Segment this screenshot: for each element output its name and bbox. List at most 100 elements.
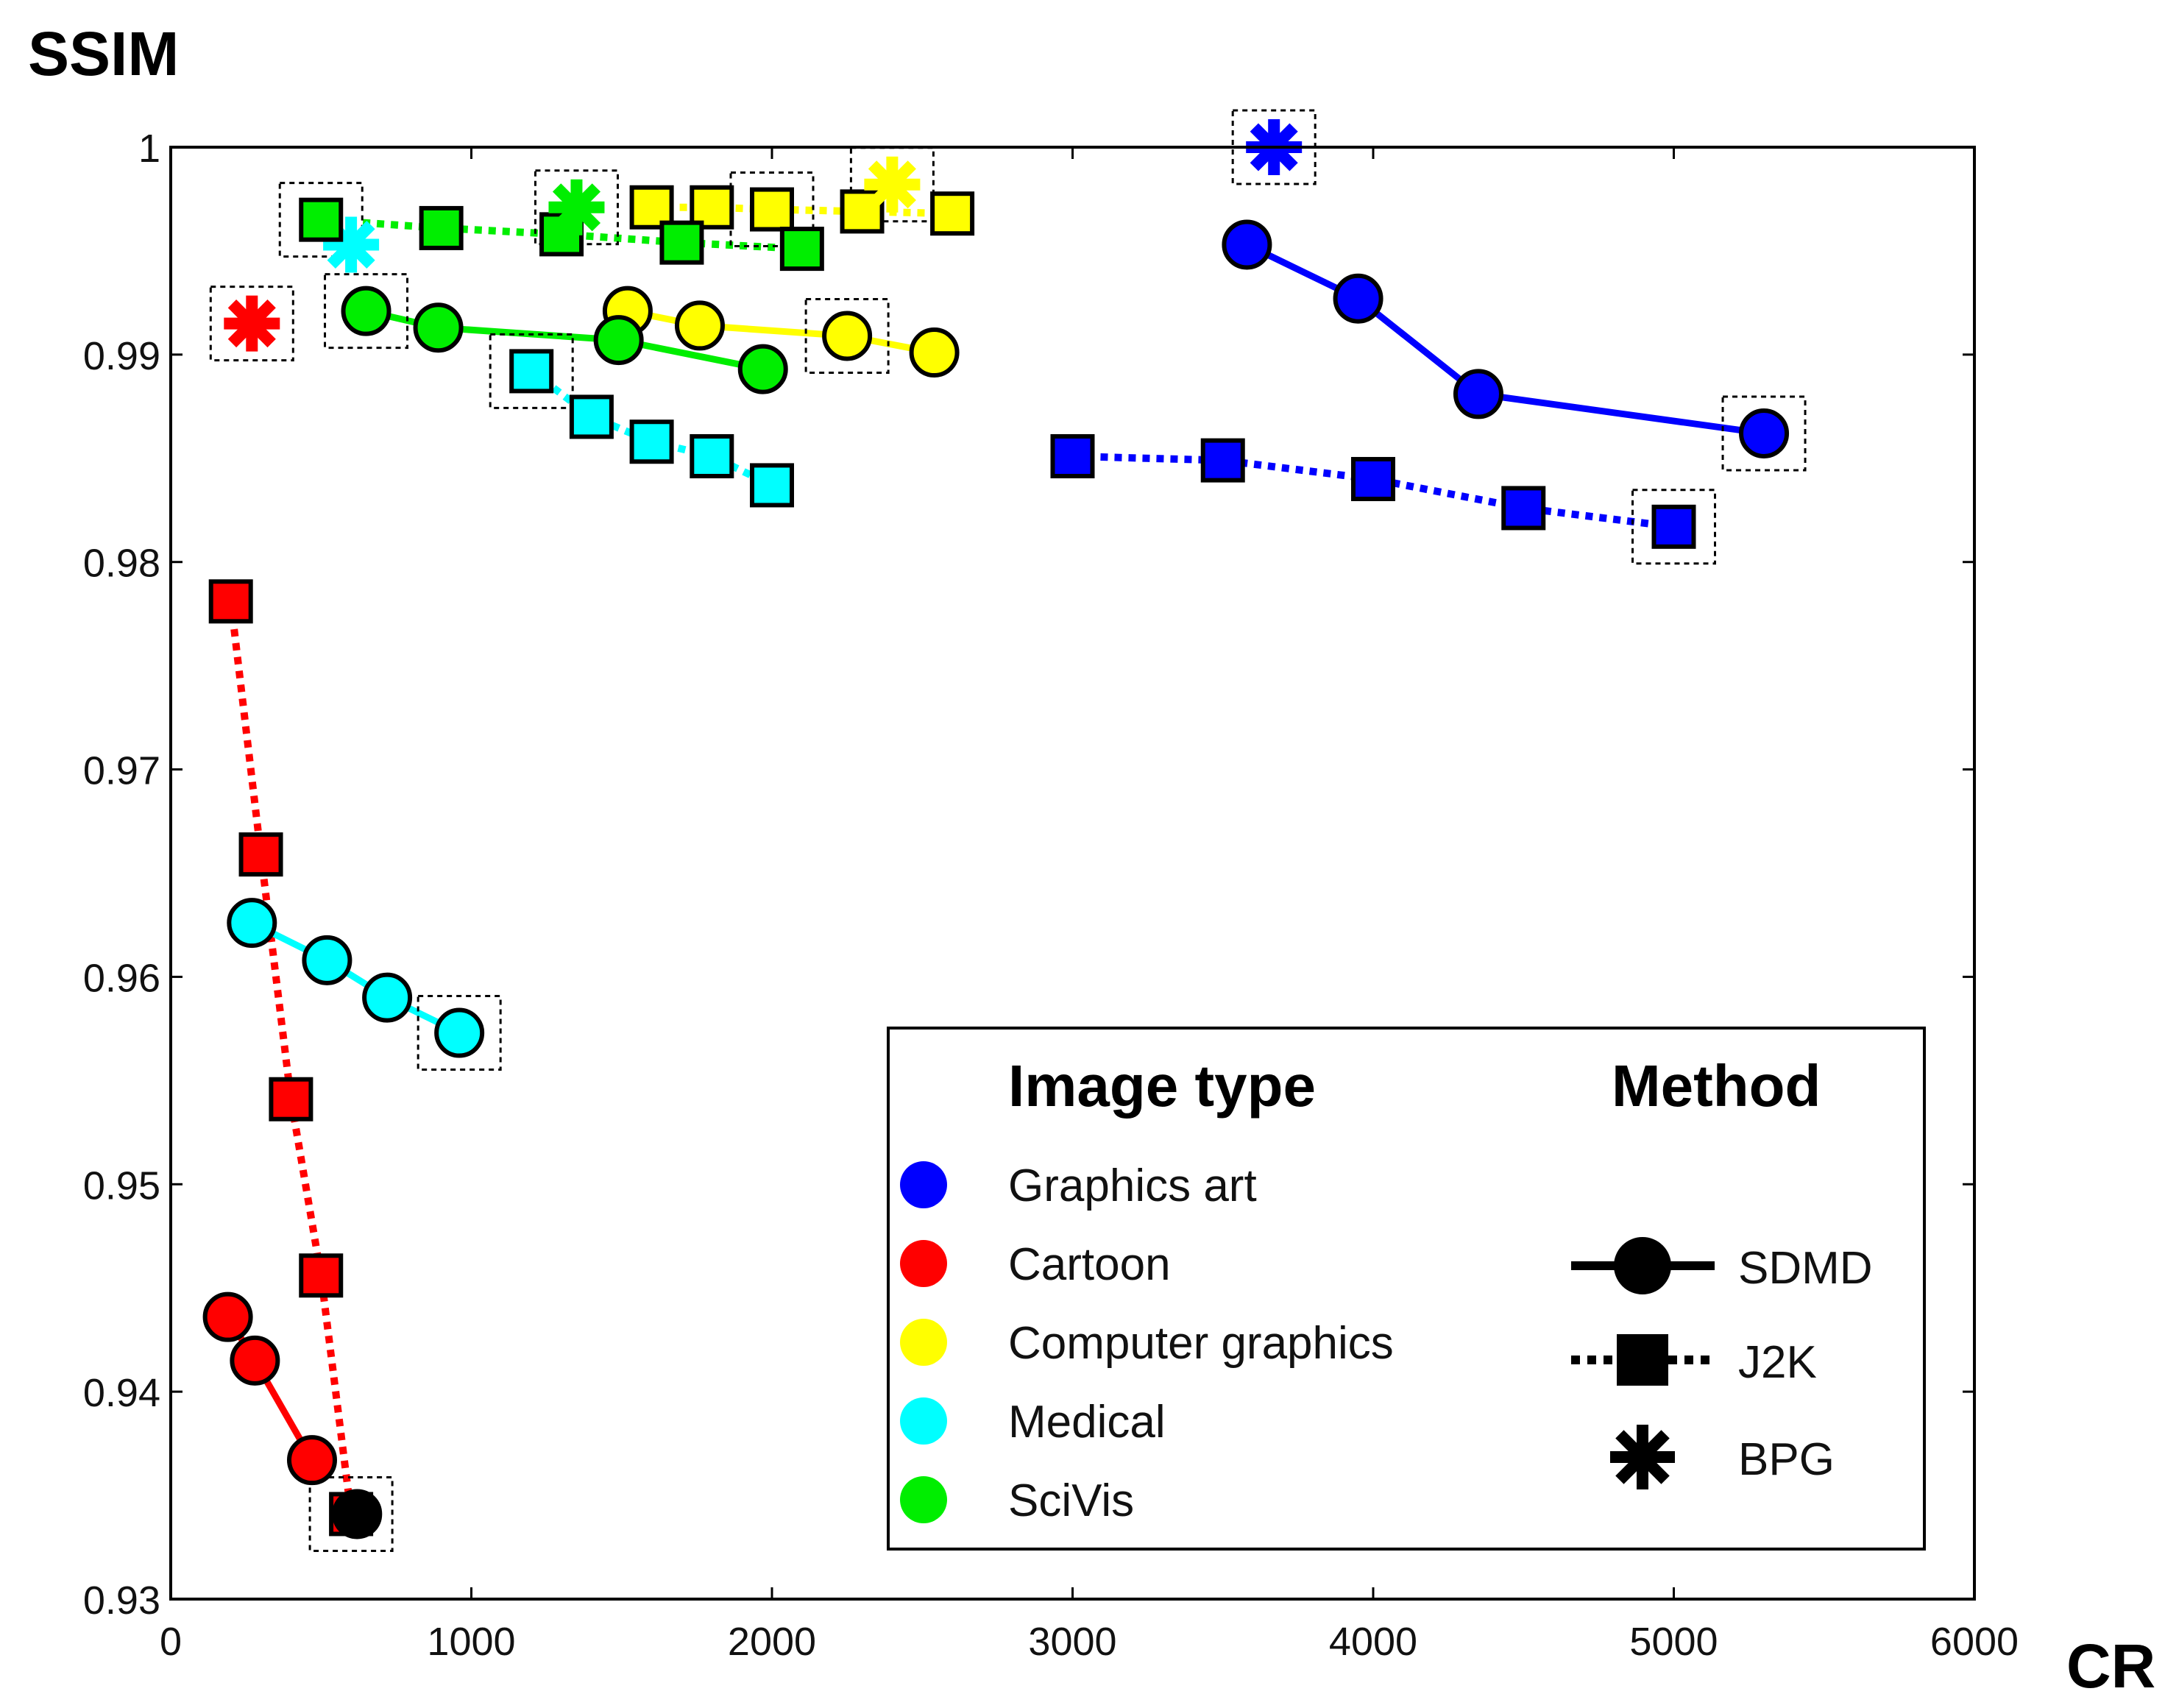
series-markers [202, 119, 1790, 1539]
legend-method-marker-stroke [1615, 1430, 1670, 1484]
point-medical-j2k [629, 419, 674, 464]
legend-type-label: Graphics art [1008, 1160, 1257, 1211]
point-computer-graphics-j2k [930, 191, 975, 236]
point-medical-j2k [690, 433, 734, 478]
legend-type-swatch [900, 1240, 947, 1287]
x-tick-label: 2000 [728, 1620, 816, 1664]
point-medical-sdmd [227, 898, 277, 949]
point-scivis-j2k [779, 227, 824, 272]
x-tick-label: 1000 [427, 1620, 515, 1664]
point-computer-graphics-j2k [750, 187, 794, 232]
y-tick-label: 0.97 [83, 749, 160, 793]
highlight-box-computer-graphics-j2k [729, 171, 815, 248]
point-scivis-bpg-stroke [552, 183, 601, 232]
point-computer-graphics-j2k [840, 189, 885, 234]
highlight-box-scivis-bpg [534, 169, 619, 246]
series-line-scivis-sdmd [365, 308, 764, 372]
point-cartoon-bpg [224, 295, 280, 352]
point-computer-graphics-sdmd [674, 300, 725, 351]
point-graphics-art-sdmd [1333, 273, 1383, 324]
y-tick-label: 0.94 [83, 1371, 160, 1415]
x-tick-label: 3000 [1028, 1620, 1116, 1664]
point-scivis-j2k [299, 197, 344, 242]
legend-method-marker [1617, 1334, 1668, 1386]
legend-method-label: SDMD [1738, 1243, 1873, 1294]
point-cartoon-j2k [299, 1253, 344, 1298]
y-axis-title: SSIM [28, 19, 179, 88]
y-tick-label: 0.93 [83, 1578, 160, 1623]
legend-type-label: SciVis [1008, 1475, 1134, 1526]
series-line-graphics-art-j2k [1072, 452, 1675, 531]
legend-method-marker [1610, 1425, 1675, 1489]
legend: Image type Method Graphics art Cartoon Com… [887, 1027, 1926, 1551]
series-line-computer-graphics-sdmd [627, 308, 935, 356]
x-axis-title: CR [2066, 1631, 2155, 1701]
y-tick-label: 0.98 [83, 542, 160, 586]
series-line-medical-sdmd [250, 920, 461, 1036]
y-tick-label: 0.95 [83, 1163, 160, 1208]
highlight-boxes [209, 109, 1807, 1552]
y-tick-label: 0.99 [83, 334, 160, 378]
x-tick-label: 5000 [1629, 1620, 1718, 1664]
highlight-box-scivis-sdmd [324, 273, 409, 350]
point-cartoon-sdmd [286, 1435, 337, 1486]
point-scivis-sdmd [341, 286, 391, 336]
point-scivis-j2k [659, 220, 704, 265]
point-graphics-art-j2k [1501, 486, 1546, 531]
point-cartoon-sdmd [202, 1291, 253, 1342]
point-scivis-sdmd [593, 315, 644, 366]
point-graphics-art-j2k [1200, 438, 1245, 483]
series-line-cartoon-j2k [227, 600, 355, 1515]
highlight-box-cartoon-bpg [209, 286, 294, 362]
legend-methods: SDMD J2K BPG [1571, 1237, 1873, 1489]
point-scivis-sdmd [413, 302, 464, 353]
point-computer-graphics-bpg-stroke [868, 160, 916, 209]
legend-box [887, 1027, 1926, 1551]
point-graphics-art-j2k [1351, 456, 1395, 501]
legend-type-label: Cartoon [1008, 1239, 1171, 1290]
point-cartoon-j2k [269, 1077, 313, 1121]
legend-method-label: J2K [1738, 1337, 1817, 1388]
legend-type-swatch [900, 1476, 947, 1523]
legend-type-label: Computer graphics [1008, 1318, 1394, 1369]
y-tick-label: 0.96 [83, 956, 160, 1000]
legend-type-swatch [900, 1161, 947, 1208]
point-scivis-j2k [419, 205, 464, 250]
point-graphics-art-sdmd [1453, 369, 1503, 419]
legend-image-types: Graphics art Cartoon Computer graphics Medi… [900, 1160, 1394, 1526]
point-medical-sdmd [434, 1007, 485, 1058]
y-tick-label: 1 [138, 127, 160, 171]
point-medical-j2k [509, 349, 554, 394]
highlight-box-cartoon-j2k [308, 1475, 394, 1552]
plot-frame [169, 146, 1976, 1601]
point-medical-j2k [569, 394, 614, 439]
highlight-box-medical-sdmd [417, 995, 502, 1071]
point-computer-graphics-j2k [629, 185, 674, 230]
point-graphics-art-j2k [1651, 504, 1696, 549]
point-graphics-art-j2k [1050, 433, 1095, 478]
legend-method-label: BPG [1738, 1434, 1835, 1485]
axis-ticks: 0 1000 2000 3000 4000 5000 6000 0.93 0.94 0.95 0.9… [83, 127, 2019, 1664]
legend-method-marker [1614, 1237, 1671, 1294]
legend-image-type-title: Image type [1008, 1053, 1316, 1119]
highlight-box-scivis-j2k [278, 182, 364, 258]
point-cartoon-j2k [208, 579, 253, 624]
highlight-box-medical-j2k [489, 333, 574, 409]
point-scivis-sdmd [737, 344, 788, 394]
point-black-sdmd-outlier [332, 1489, 383, 1539]
point-medical-bpg-stroke [327, 220, 375, 269]
point-computer-graphics-sdmd [909, 327, 960, 378]
highlight-box-graphics-art-j2k [1631, 489, 1716, 565]
point-medical-sdmd [362, 972, 413, 1023]
x-tick-label: 0 [160, 1620, 182, 1664]
point-cartoon-bpg-stroke [227, 300, 276, 348]
point-cartoon-sdmd [230, 1335, 280, 1386]
x-tick-label: 6000 [1930, 1620, 2019, 1664]
point-medical-sdmd [302, 935, 352, 985]
point-computer-graphics-sdmd [822, 311, 873, 361]
series-line-graphics-art-sdmd [1245, 241, 1765, 437]
legend-type-swatch [900, 1397, 947, 1445]
point-cartoon-j2k [238, 832, 283, 877]
legend-method-title: Method [1612, 1053, 1821, 1119]
